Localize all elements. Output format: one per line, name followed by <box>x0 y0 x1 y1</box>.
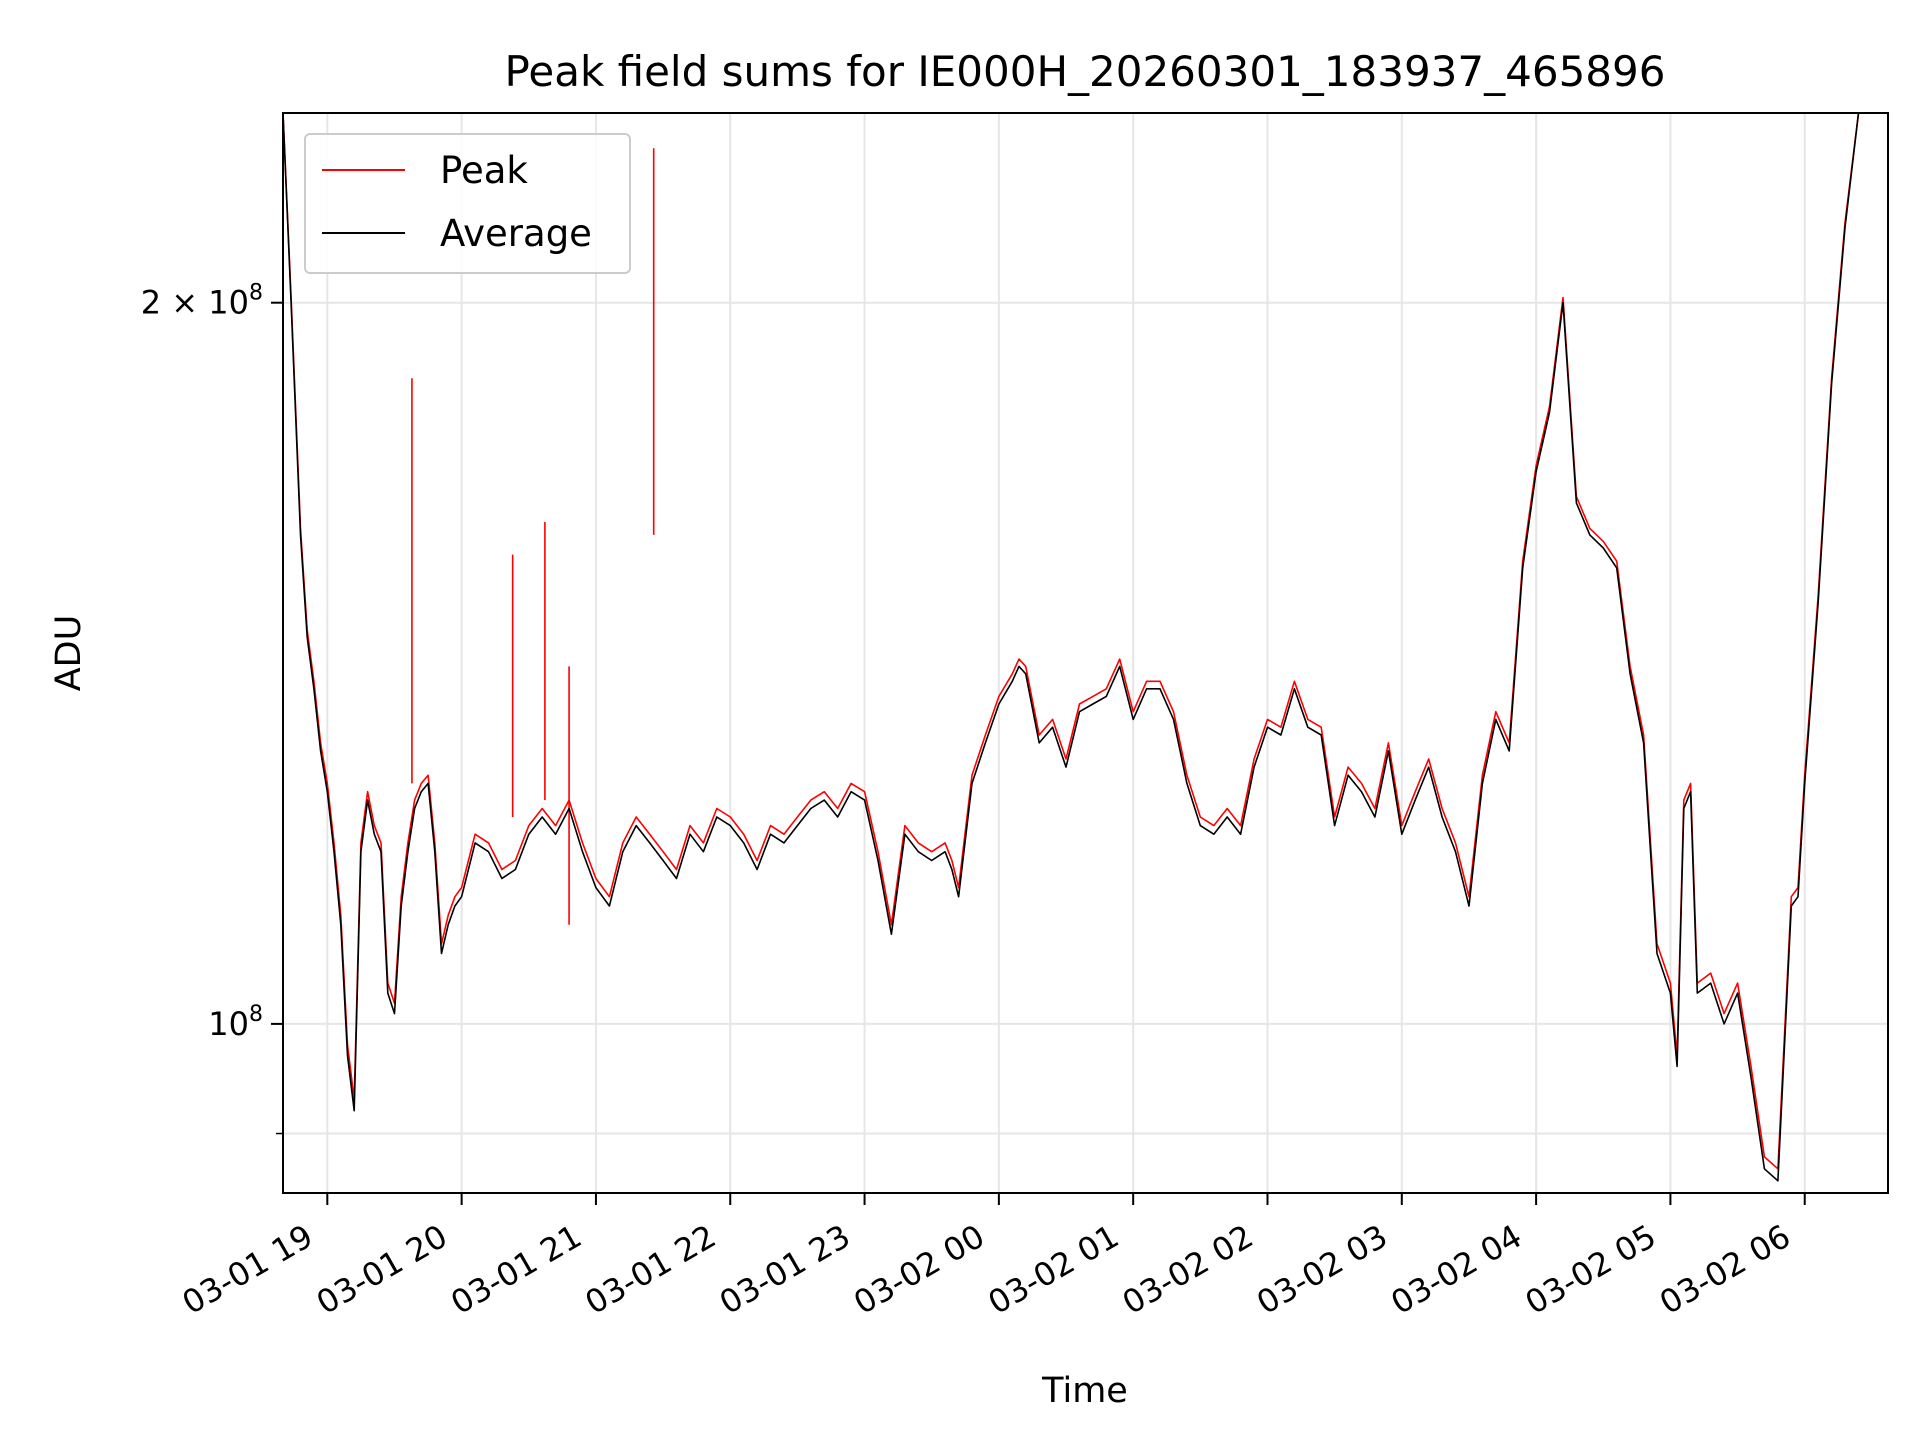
y-tick-label: 108 <box>208 1002 263 1043</box>
grid <box>283 113 1888 1193</box>
y-tick-label: 2 × 108 <box>141 281 263 322</box>
x-axis-title: Time <box>1041 1371 1128 1411</box>
legend: Peak Average <box>304 133 631 274</box>
series-layer <box>283 113 1872 1182</box>
legend-frame <box>304 133 631 274</box>
legend-label-peak: Peak <box>440 149 528 192</box>
y-axis-title: ADU <box>49 615 89 692</box>
legend-label-average: Average <box>440 212 592 255</box>
y-axis: 108 2 × 108 <box>141 281 283 1135</box>
series-average-line <box>283 113 1872 1182</box>
chart-title: Peak field sums for IE000H_20260301_1839… <box>505 47 1666 96</box>
plot-frame <box>282 112 1889 1194</box>
